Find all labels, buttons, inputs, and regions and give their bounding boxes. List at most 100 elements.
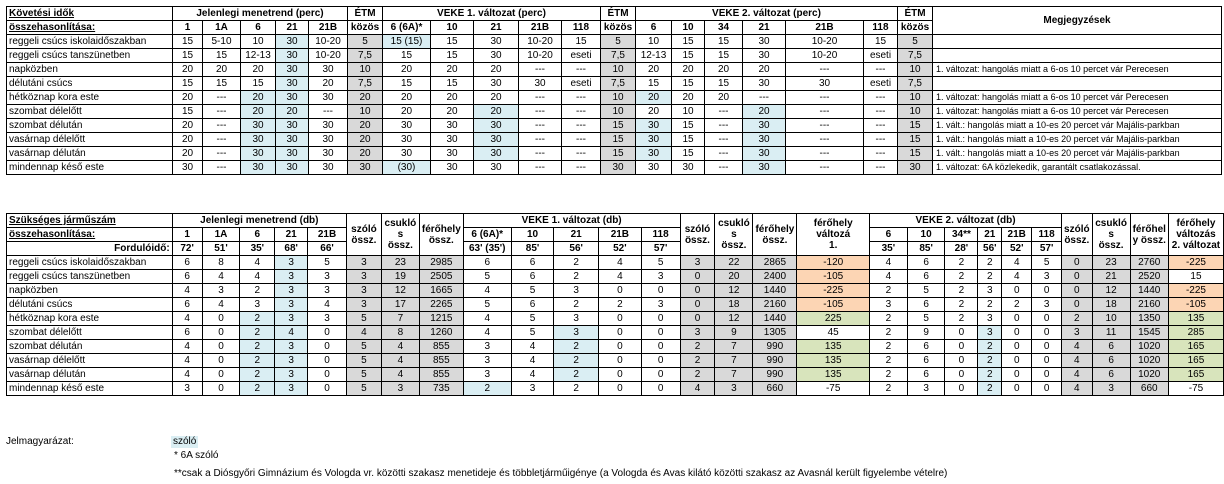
t2-cell: 2 xyxy=(944,297,979,312)
t2-cell: 2 xyxy=(944,311,979,326)
t2-cell: 2 xyxy=(1001,297,1033,312)
t2-cell: 0 xyxy=(598,339,642,354)
t2-cell: 4 xyxy=(462,325,512,340)
t2-col-header: 34** xyxy=(944,227,979,242)
t1-kozos-header: közös xyxy=(600,20,636,35)
t2-cell: 4 xyxy=(510,367,555,382)
t1-cell: 10 xyxy=(635,34,672,49)
t2-cell: 6 xyxy=(171,255,203,270)
t1-note-cell: 1. változat: hangolás miatt a 6-os 10 pe… xyxy=(932,90,1222,105)
t2-cell: 6 xyxy=(171,325,203,340)
t2-turnaround-cell: 66' xyxy=(307,241,347,256)
t2-cell: 4 xyxy=(510,339,555,354)
t1-cell: --- xyxy=(518,160,562,175)
t1-cell: --- xyxy=(561,104,601,119)
t2-ferohely-cell: 2400 xyxy=(752,269,798,284)
t2-szolo-cell: 0 xyxy=(1061,283,1093,298)
t2-cell: 6 xyxy=(906,367,946,382)
t1-cell: 30 xyxy=(473,34,519,49)
t2-ferohely-cell: 1545 xyxy=(1129,325,1169,340)
t2-cell: 3 xyxy=(239,297,276,312)
t1-etm-cell: 5 xyxy=(600,34,636,49)
t2-cell: 2 xyxy=(462,381,512,396)
t1-cell: 15 xyxy=(671,48,705,63)
t1-etm-cell: 30 xyxy=(600,160,636,175)
t1-cell: --- xyxy=(863,160,898,175)
t1-etm-cell: 30 xyxy=(347,160,383,175)
t2-change-cell: 135 xyxy=(796,367,870,382)
t1-cell: --- xyxy=(704,118,743,133)
t2-column-header-row: összehasonlítása: 1 1A 6 21 21B 6 (6A)* … xyxy=(6,227,1224,242)
t2-data-row: szombat délelőtt 6 0 2 4 0 4 8 1260 4 5 3 0 0 3 9 1305 45… xyxy=(6,325,1224,340)
t1-cell: 20 xyxy=(275,104,309,119)
t2-cell: 0 xyxy=(1031,283,1063,298)
t2-cell: 2 xyxy=(869,339,908,354)
t2-szolo-cell: 0 xyxy=(1061,269,1093,284)
t2-cell: 6 xyxy=(171,269,203,284)
t2-ferohely-cell: 735 xyxy=(418,381,464,396)
t1-cell: 30 xyxy=(671,160,705,175)
follow-time-table: Követési idők Jelenlegi menetrend (perc)… xyxy=(6,6,1222,175)
t1-cell: 15 xyxy=(671,146,705,161)
t1-etm-cell: 15 xyxy=(600,146,636,161)
t2-csuklo-cell: 12 xyxy=(714,283,754,298)
t1-cell: 30 xyxy=(275,146,309,161)
t1-cell: 10 xyxy=(671,104,705,119)
t2-group-v2: VEKE 2. változat (db) xyxy=(868,213,1063,228)
t2-change-cell: -105 xyxy=(796,269,870,284)
t1-cell: 30 xyxy=(742,160,786,175)
t2-szolo-cell: 2 xyxy=(679,339,716,354)
t1-group-current: Jelenlegi menetrend (perc) xyxy=(172,6,348,21)
t1-etm-cell: 20 xyxy=(347,146,383,161)
t1-cell: 20 xyxy=(635,62,672,77)
t1-cell: --- xyxy=(202,118,241,133)
t1-cell: 30 xyxy=(635,160,672,175)
t2-cell: 0 xyxy=(201,325,241,340)
t1-cell: 30 xyxy=(308,62,348,77)
t1-cell: --- xyxy=(785,104,864,119)
t2-csuklo-cell: 6 xyxy=(1091,339,1131,354)
t2-change-cell: -105 xyxy=(796,297,870,312)
t2-szolo-cell: 0 xyxy=(1061,297,1093,312)
t2-ferohely-cell: 1440 xyxy=(752,311,798,326)
t2-ferohely-cell: 2160 xyxy=(752,297,798,312)
t1-cell: 10-20 xyxy=(518,34,562,49)
t1-cell: 15 xyxy=(671,34,705,49)
t1-cell: --- xyxy=(561,160,601,175)
t2-szolo-cell: 3 xyxy=(345,255,382,270)
t2-change-cell: 135 xyxy=(796,353,870,368)
t2-data-row: mindennap késő este 3 0 2 3 0 5 3 735 2 3 2 0 0 4 3 660-… xyxy=(6,381,1224,396)
t1-cell: --- xyxy=(863,104,898,119)
t2-cell: 5 xyxy=(510,283,555,298)
t2-csuklo-header: csukló s össz. xyxy=(714,213,754,256)
t2-szolo-cell: 0 xyxy=(679,311,716,326)
t2-change-cell: 15 xyxy=(1167,269,1224,284)
t1-cell: 20 xyxy=(240,90,276,105)
t2-cell: 0 xyxy=(201,339,241,354)
t2-cell: 3 xyxy=(274,297,309,312)
t1-col-header: 21B xyxy=(308,20,348,35)
t2-cell: 3 xyxy=(307,283,347,298)
t2-ferohely-cell: 1665 xyxy=(418,283,464,298)
t1-cell: --- xyxy=(704,160,743,175)
t1-note-cell xyxy=(932,76,1222,91)
t2-cell: 2 xyxy=(869,381,908,396)
legend-note-6a: * 6A szóló xyxy=(174,450,219,461)
t2-cell: 3 xyxy=(553,283,599,298)
t2-szolo-cell: 4 xyxy=(679,381,716,396)
t1-cell: --- xyxy=(202,90,241,105)
t2-cell: 0 xyxy=(201,311,241,326)
t2-szolo-cell: 2 xyxy=(679,367,716,382)
t2-cell: 0 xyxy=(307,339,347,354)
t2-csuklo-cell: 4 xyxy=(380,367,420,382)
t2-cell: 6 xyxy=(510,255,555,270)
t1-cell: eseti xyxy=(863,76,898,91)
t2-turnaround-cell: 68' xyxy=(274,241,309,256)
t1-cell: 20 xyxy=(430,104,474,119)
t2-csuklo-cell: 3 xyxy=(380,381,420,396)
t2-cell: 0 xyxy=(944,381,979,396)
t2-turnaround-cell: 35' xyxy=(239,241,276,256)
t2-csuklo-cell: 18 xyxy=(1091,297,1131,312)
t2-subtitle: összehasonlítása: xyxy=(6,227,173,242)
t1-cell: --- xyxy=(704,132,743,147)
